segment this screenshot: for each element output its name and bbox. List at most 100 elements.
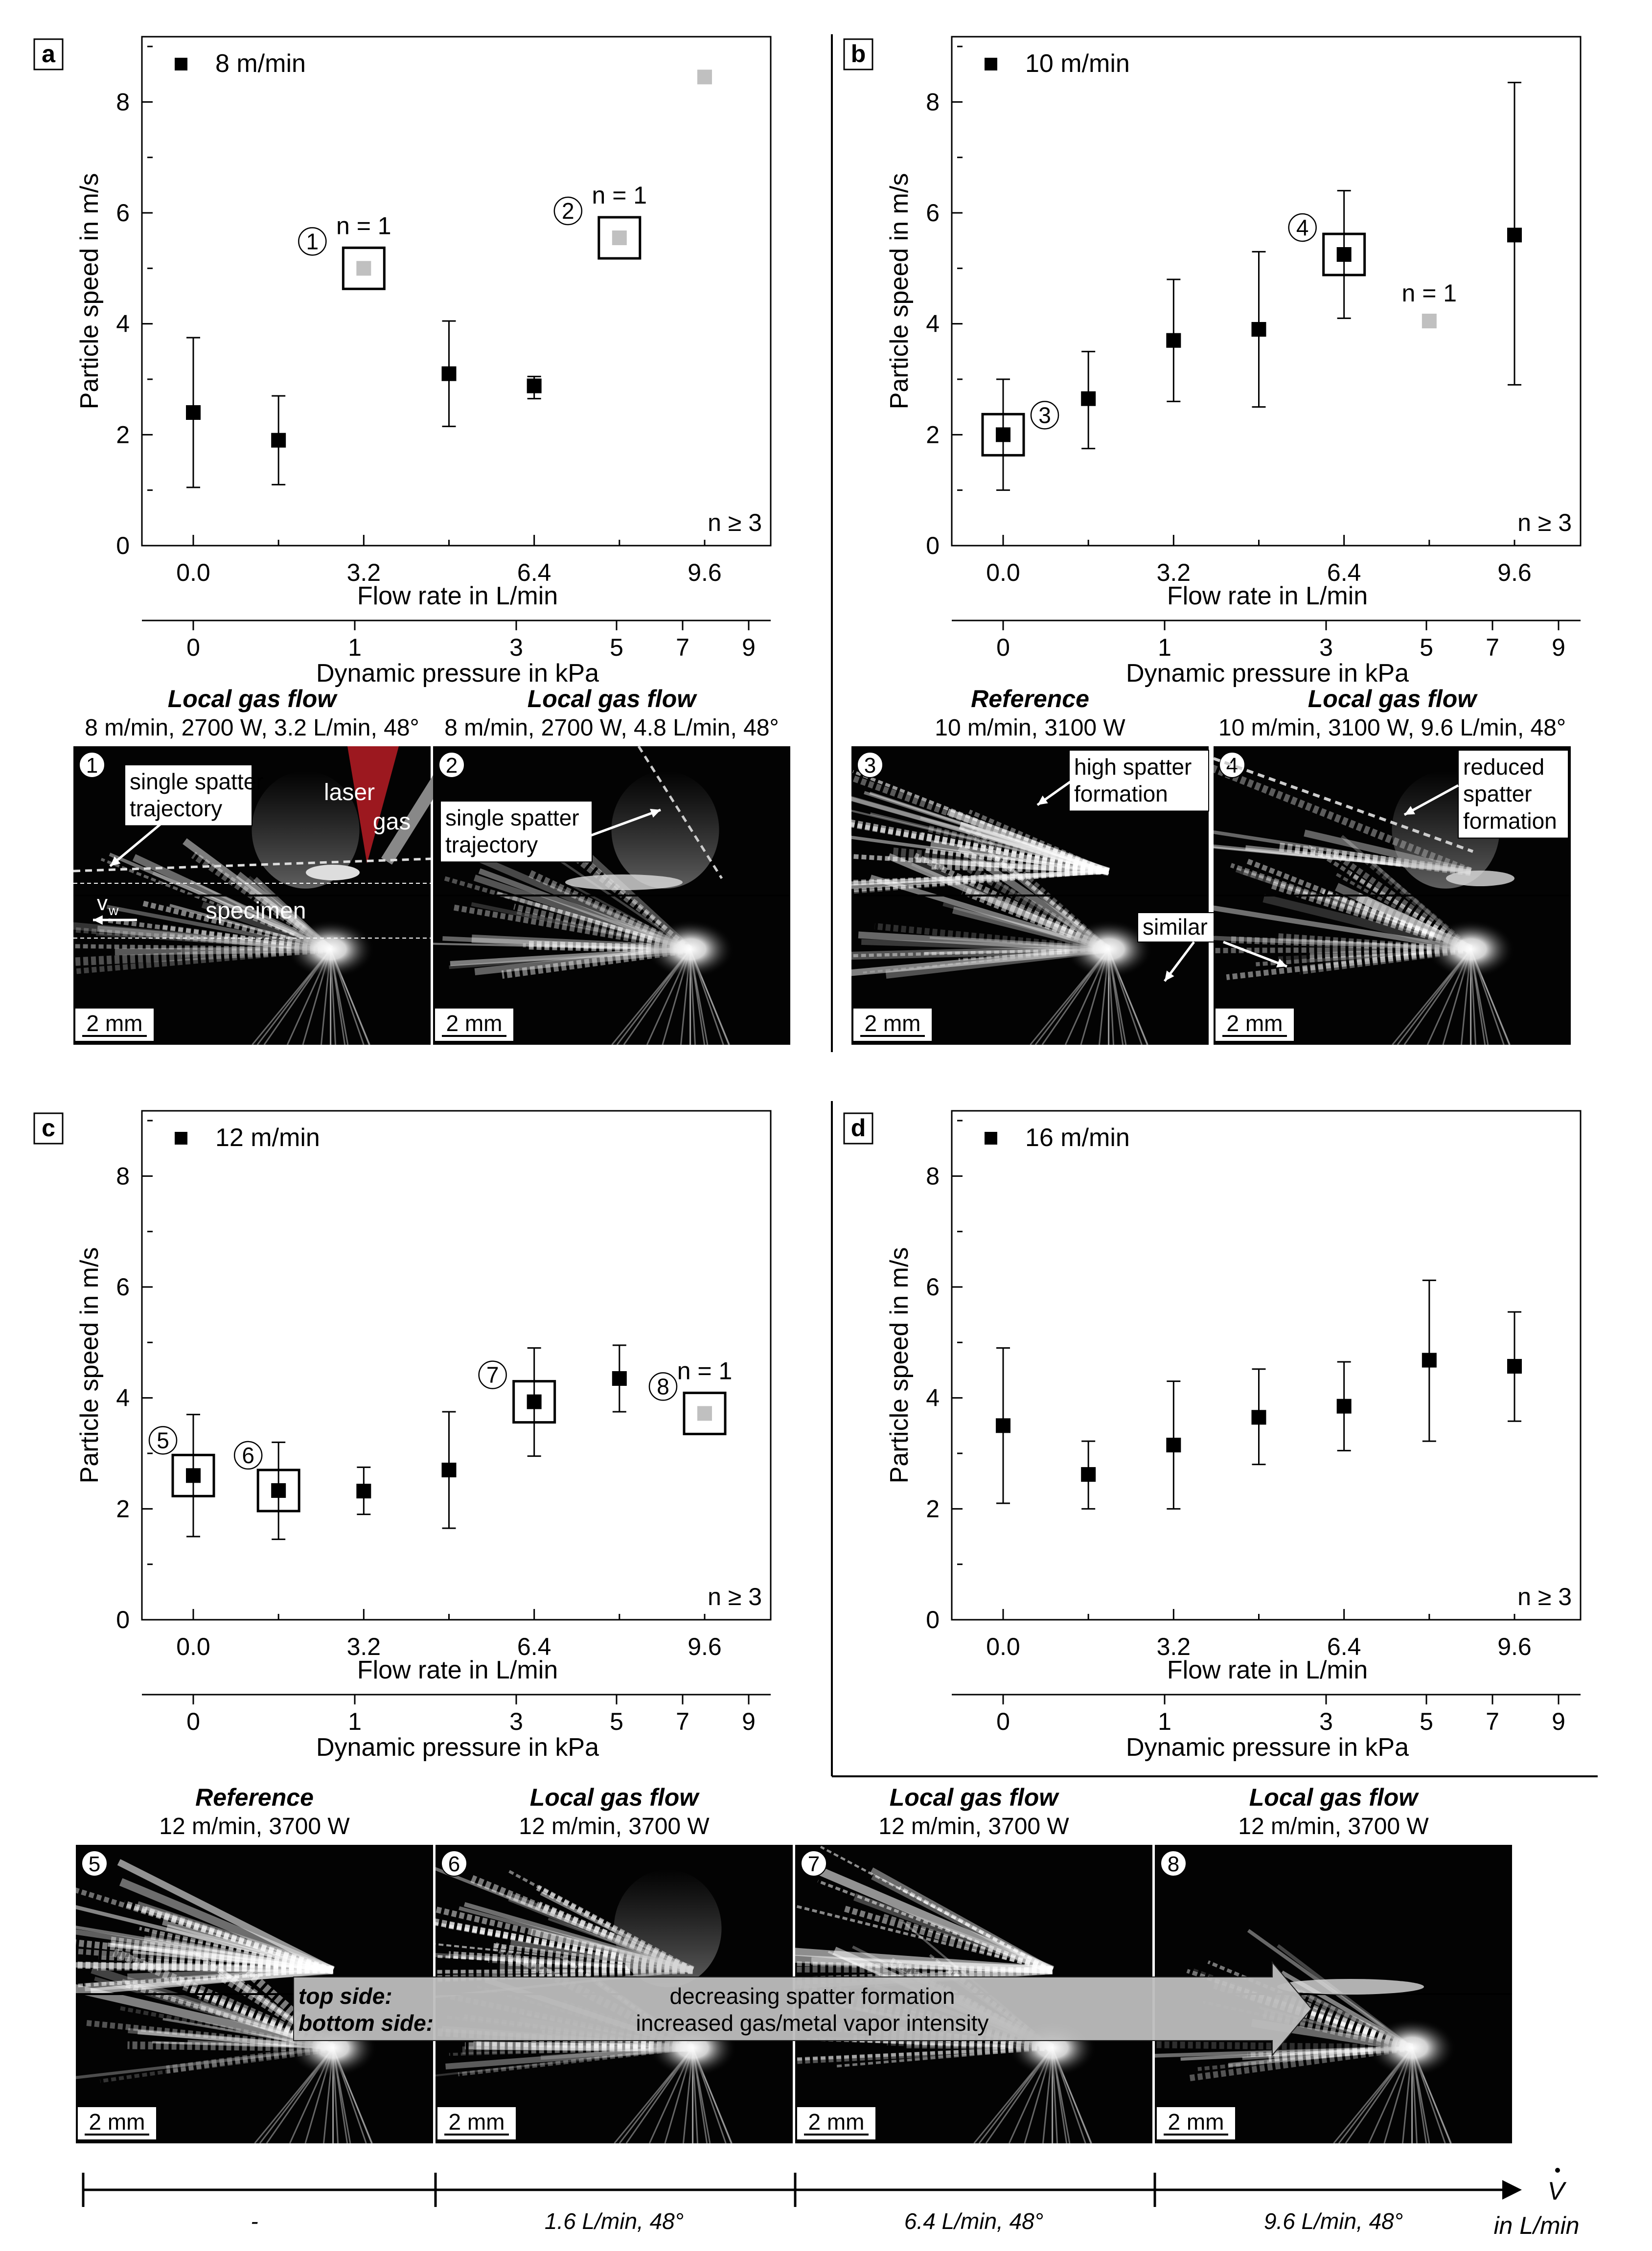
annotation-box: [124, 764, 252, 827]
spatter-trace: [851, 796, 1109, 874]
spatter-trace: [817, 1880, 1053, 1972]
x-tick-label: 0.0: [986, 1633, 1020, 1660]
spatter-trace: [1230, 863, 1472, 952]
y-tick-label: 0: [116, 1606, 130, 1633]
process-glow-bottom: [1368, 2018, 1456, 2077]
panel-label-box: [33, 1112, 64, 1145]
n-note: n ≥ 3: [1517, 1583, 1572, 1610]
x2-tick-label: 9: [742, 1708, 756, 1735]
spatter-trace: [513, 903, 691, 952]
x-axis-label: Flow rate in L/min: [1167, 1656, 1368, 1684]
photo-title: Local gas flow: [1249, 1784, 1420, 1811]
arrow-head: [1165, 970, 1174, 981]
arrow-head: [650, 808, 661, 818]
vdot-axis-label: 9.6 L/min, 48°: [1264, 2208, 1403, 2234]
spatter-trace: [76, 1968, 333, 1988]
y-tick-label: 0: [926, 532, 940, 559]
legend-marker: [985, 1132, 997, 1145]
x2-tick-label: 9: [1552, 634, 1565, 661]
spatter-trace: [73, 927, 331, 952]
callout-number: 1: [306, 229, 319, 254]
x-tick-label: 9.6: [1497, 559, 1532, 586]
spatter-trace: [436, 2046, 693, 2077]
spatter-trace: [853, 1893, 1054, 1974]
annotation-box: [1069, 750, 1209, 812]
x2-tick-label: 7: [1486, 634, 1499, 661]
data-point: [1166, 333, 1181, 348]
spatter-trace: [1214, 905, 1471, 952]
trend-arrow: [293, 1961, 1312, 2057]
callout-number: 3: [1038, 402, 1051, 428]
x2-tick-label: 0: [186, 1708, 200, 1735]
plot-frame: [141, 36, 772, 547]
scale-label: 2 mm: [449, 2109, 505, 2135]
data-point: [1422, 1353, 1437, 1368]
annotation-text: formation: [1074, 781, 1168, 806]
photo-title: Local gas flow: [530, 1784, 700, 1811]
photo-number: 3: [864, 754, 876, 778]
data-point: [1081, 391, 1096, 406]
data-point: [1166, 1438, 1181, 1452]
smoke: [611, 771, 719, 889]
photo-number-circle: [81, 1850, 108, 1877]
spatter-trace: [851, 870, 1109, 882]
scale-label: 2 mm: [446, 1011, 503, 1036]
plot-frame: [141, 1110, 772, 1621]
x2-tick-label: 1: [348, 1708, 362, 1735]
photo-title: Local gas flow: [528, 685, 698, 712]
spatter-trace: [117, 2005, 334, 2050]
spatter-trace: [1291, 848, 1471, 874]
annotation-text: reduced: [1463, 754, 1544, 780]
spatter-trace: [851, 854, 1109, 874]
spatter-trace: [528, 870, 692, 953]
spatter-trace: [871, 1874, 1054, 1973]
n-label: n = 1: [1402, 279, 1457, 307]
trend-bottom-label: bottom side:: [298, 2010, 434, 2036]
spatter-trace: [851, 870, 1109, 893]
legend-label: 8 m/min: [215, 49, 306, 78]
data-point: [441, 1463, 457, 1477]
legend-marker: [175, 58, 187, 70]
data-point: [356, 261, 371, 276]
photo-number-circle: [1160, 1850, 1187, 1877]
y-tick-label: 4: [926, 310, 940, 338]
spatter-trace: [959, 860, 1111, 953]
y-tick-label: 8: [116, 1162, 130, 1190]
arrow-head: [1404, 806, 1415, 815]
y-tick-label: 6: [116, 1273, 130, 1301]
photo-title: Reference: [971, 685, 1089, 712]
label-vw-sub: w: [108, 903, 119, 918]
x2-tick-label: 0: [996, 634, 1010, 661]
y-axis-label: Particle speed in m/s: [75, 1247, 104, 1484]
panel-label: a: [42, 40, 56, 68]
data-point: [271, 1483, 286, 1498]
scale-label: 2 mm: [808, 2109, 865, 2135]
photo-number-circle: [1219, 752, 1245, 778]
spatter-trace: [1189, 2044, 1413, 2082]
spatter-trace: [1155, 2041, 1412, 2051]
data-point: [1251, 1410, 1266, 1425]
photo-title: Local gas flow: [890, 1784, 1060, 1811]
spatter-trace: [841, 1905, 1054, 1974]
spatter-trace: [143, 1935, 334, 1974]
x2-tick-label: 1: [348, 634, 362, 661]
trend-top-text: decreasing spatter formation: [670, 1983, 955, 2009]
highlight-box: [1322, 232, 1366, 276]
spatter-trace: [106, 918, 331, 952]
photo-number: 7: [808, 1852, 820, 1876]
panel-label: d: [851, 1114, 866, 1142]
photo-subtitle: 12 m/min, 3700 W: [159, 1814, 350, 1839]
photo-number: 2: [446, 754, 458, 778]
photo-number: 5: [89, 1852, 100, 1876]
spatter-trace: [870, 812, 1109, 873]
spatter-trace: [809, 1863, 1055, 1975]
spatter-trace: [1233, 867, 1472, 952]
y-tick-label: 4: [116, 1384, 130, 1412]
arrow-head: [93, 915, 103, 925]
y-tick-label: 4: [926, 1384, 940, 1412]
x2-tick-label: 3: [509, 634, 523, 661]
chart-d: d 16 m/min 0 2 4 6 8 0.0 3.2 6.4 9.6 Flow rate in L…: [843, 1110, 1582, 1762]
